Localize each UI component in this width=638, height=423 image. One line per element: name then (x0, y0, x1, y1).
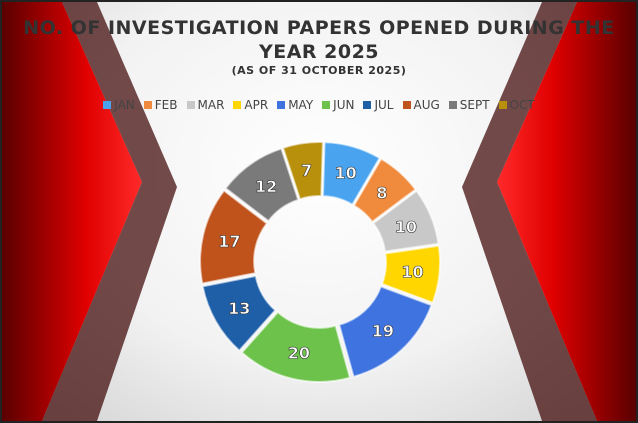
donut-slice-mar (371, 189, 440, 253)
legend-item-sept: SEPT (448, 98, 490, 112)
data-label: 20 (288, 344, 310, 363)
donut-slice-jun (240, 310, 352, 383)
legend-label: OCT (509, 98, 535, 112)
legend-swatch (143, 101, 152, 109)
data-label: 8 (376, 184, 387, 203)
donut-slice-feb (352, 157, 417, 224)
data-label: 12 (255, 177, 277, 196)
legend: JAN FEB MAR APR MAY JUN JUL AUG SEPT OCT (2, 98, 636, 112)
legend-item-jun: JUN (322, 98, 354, 112)
legend-swatch (103, 101, 112, 109)
left-chevron-shadow (42, 2, 177, 421)
legend-label: MAR (197, 98, 225, 112)
legend-swatch (186, 101, 195, 109)
legend-item-aug: AUG (402, 98, 440, 112)
legend-swatch (402, 101, 411, 109)
legend-item-apr: APR (233, 98, 268, 112)
donut-slice-jul (201, 274, 277, 352)
legend-label: AUG (413, 98, 440, 112)
legend-item-oct: OCT (498, 98, 535, 112)
data-label: 10 (335, 164, 357, 183)
legend-item-feb: FEB (143, 98, 178, 112)
donut-slice-jan (321, 141, 381, 206)
legend-label: JAN (114, 98, 135, 112)
legend-swatch (498, 101, 507, 109)
legend-item-may: MAY (277, 98, 313, 112)
legend-item-jul: JUL (363, 98, 394, 112)
legend-label: JUL (374, 98, 394, 112)
donut-slice-may (337, 285, 433, 378)
data-label: 10 (395, 217, 417, 236)
legend-label: SEPT (459, 98, 490, 112)
donut-slice-aug (199, 189, 269, 285)
legend-label: FEB (154, 98, 178, 112)
legend-label: JUN (333, 98, 355, 112)
data-label: 13 (228, 299, 250, 318)
data-label: 19 (372, 321, 394, 340)
legend-item-jan: JAN (103, 98, 135, 112)
data-label: 7 (301, 161, 312, 180)
data-label: 17 (218, 232, 240, 251)
donut-slice-oct (281, 141, 324, 201)
legend-label: MAY (288, 98, 314, 112)
chart-title: NO. OF INVESTIGATION PAPERS OPENED DURIN… (23, 17, 615, 63)
right-chevron (497, 2, 636, 421)
chart-subtitle: (AS OF 31 OCTOBER 2025) (231, 64, 407, 77)
data-label: 10 (401, 263, 423, 282)
right-chevron-shadow (462, 2, 597, 421)
legend-swatch (277, 101, 286, 109)
legend-swatch (322, 101, 331, 109)
donut-slice-sept (224, 147, 300, 223)
legend-label: APR (244, 98, 269, 112)
donut-slice-apr (380, 244, 441, 304)
legend-swatch (233, 101, 242, 109)
legend-item-mar: MAR (186, 98, 225, 112)
legend-swatch (448, 101, 457, 109)
legend-swatch (363, 101, 372, 109)
